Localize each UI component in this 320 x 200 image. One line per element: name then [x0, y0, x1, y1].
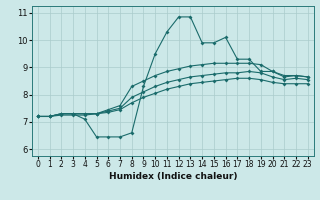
X-axis label: Humidex (Indice chaleur): Humidex (Indice chaleur) — [108, 172, 237, 181]
